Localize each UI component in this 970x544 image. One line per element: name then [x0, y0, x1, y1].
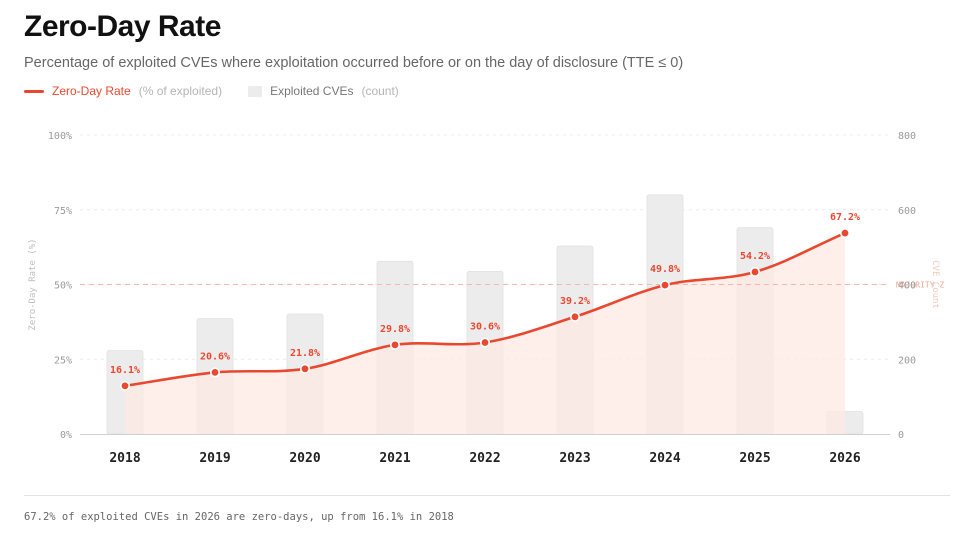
- legend-count-unit: (count): [361, 84, 399, 98]
- data-label-2025: 54.2%: [740, 251, 770, 262]
- y2-tick-label: 200: [898, 355, 916, 366]
- data-label-2024: 49.8%: [650, 264, 680, 275]
- rate-area: [125, 233, 845, 434]
- data-labels: 16.1% 20.6% 21.8% 29.8% 30.6% 39.2% 49.8% 54.2%…: [110, 212, 860, 376]
- legend: Zero-Day Rate (% of exploited) Exploited…: [24, 84, 399, 98]
- point-2019: [210, 367, 221, 378]
- x-tick-label: 2025: [739, 451, 770, 466]
- x-tick-label: 2021: [379, 451, 410, 466]
- axes: 0% 0 25% 200 50% 400 75% 600 100% 800 Zero-Day Rat…: [28, 131, 940, 466]
- y-axis-title: Zero-Day Rate (%): [28, 238, 38, 330]
- reference-line-group: MAJORITY Z: [80, 281, 944, 290]
- x-tick-label: 2018: [109, 451, 140, 466]
- point-2024: [659, 280, 670, 291]
- points: [120, 228, 850, 391]
- point-2026: [839, 228, 850, 239]
- data-label-2020: 21.8%: [290, 348, 320, 359]
- y2-tick-label: 400: [898, 281, 916, 292]
- y-tick-label: 50%: [54, 281, 72, 292]
- data-label-2026: 67.2%: [830, 212, 860, 223]
- legend-rate-label: Zero-Day Rate: [52, 84, 131, 98]
- footnote: 67.2% of exploited CVEs in 2026 are zero…: [24, 511, 454, 523]
- data-label-2019: 20.6%: [200, 351, 230, 362]
- point-2020: [299, 363, 310, 374]
- legend-line-swatch: [24, 89, 44, 93]
- x-tick-label: 2020: [289, 451, 320, 466]
- y2-tick-label: 0: [898, 430, 904, 441]
- chart-title: Zero-Day Rate: [24, 10, 221, 43]
- x-tick-label: 2026: [829, 451, 860, 466]
- x-tick-label: 2024: [649, 451, 680, 466]
- legend-rate-unit: (% of exploited): [138, 84, 223, 98]
- y2-tick-label: 800: [898, 131, 916, 142]
- data-label-2018: 16.1%: [110, 365, 140, 376]
- point-2023: [569, 311, 580, 322]
- y2-axis-title: CVE Count: [930, 260, 940, 309]
- legend-bar-swatch: [248, 85, 263, 97]
- point-2025: [749, 266, 760, 277]
- x-tick-label: 2023: [559, 451, 590, 466]
- x-tick-label: 2019: [199, 451, 230, 466]
- data-label-2021: 29.8%: [380, 324, 410, 335]
- data-label-2023: 39.2%: [560, 296, 590, 307]
- point-2022: [479, 337, 490, 348]
- chart-subtitle: Percentage of exploited CVEs where explo…: [24, 55, 684, 71]
- reference-line-label: MAJORITY Z: [896, 281, 944, 290]
- y-tick-label: 100%: [48, 131, 72, 142]
- y-tick-label: 75%: [54, 206, 72, 217]
- footer-divider: [24, 495, 950, 496]
- x-tick-label: 2022: [469, 451, 500, 466]
- y2-tick-label: 600: [898, 206, 916, 217]
- legend-count-label: Exploited CVEs: [270, 84, 354, 98]
- area-fill: [125, 233, 845, 434]
- y-tick-label: 0%: [60, 430, 72, 441]
- chart-canvas: MAJORITY Z 16.1% 20.6% 21.8% 29.8% 30.6% 39.2…: [28, 131, 944, 466]
- point-2021: [389, 339, 400, 350]
- y-tick-label: 25%: [54, 355, 72, 366]
- data-label-2022: 30.6%: [470, 322, 500, 333]
- point-2018: [120, 380, 131, 391]
